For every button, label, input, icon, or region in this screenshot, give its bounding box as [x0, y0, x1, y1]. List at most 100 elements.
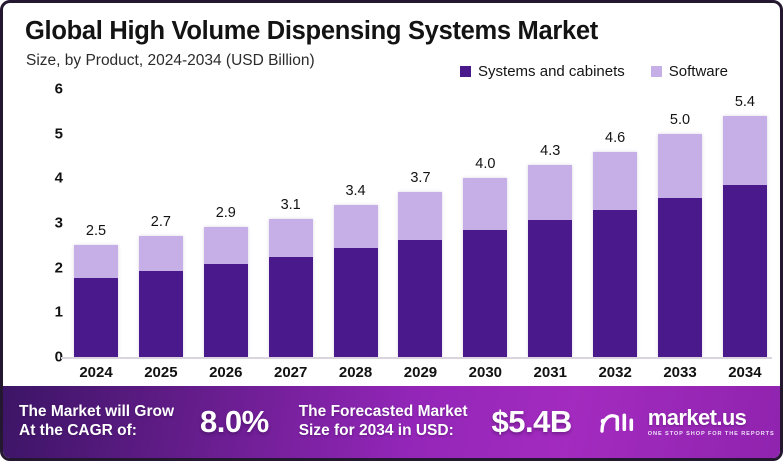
bar-total-label: 5.0 — [669, 111, 691, 128]
bar-segment-software[interactable] — [463, 178, 508, 231]
y-axis: 0 1 2 3 4 5 6 — [29, 81, 63, 366]
y-axis-tick-4: 4 — [54, 169, 63, 187]
x-axis-tick-2026: 2026 — [209, 364, 243, 381]
bar-column-2031[interactable]: 4.3 — [523, 89, 577, 357]
bar-segment-software[interactable] — [593, 151, 638, 210]
logo-name: market.us — [647, 404, 747, 430]
bar-total-label: 2.7 — [150, 214, 171, 231]
cagr-caption-line1: The Market will Grow — [19, 403, 175, 421]
bar-total-label: 3.4 — [345, 183, 366, 200]
x-axis-tick-2034: 2034 — [728, 364, 762, 381]
bar-segment-systems-and-cabinets[interactable] — [528, 220, 573, 357]
bar-total-label: 3.7 — [410, 169, 431, 186]
bar-stack[interactable] — [268, 218, 313, 357]
bar-total-label: 4.3 — [540, 142, 561, 159]
bar-segment-systems-and-cabinets[interactable] — [722, 184, 767, 357]
bar-column-2028[interactable]: 3.4 — [329, 89, 383, 357]
bar-segment-software[interactable] — [138, 236, 183, 271]
bar-segment-systems-and-cabinets[interactable] — [398, 239, 443, 357]
bar-segment-systems-and-cabinets[interactable] — [463, 230, 508, 357]
x-axis-tick-2025: 2025 — [144, 364, 178, 381]
bar-segment-systems-and-cabinets[interactable] — [593, 209, 638, 357]
page-title: Global High Volume Dispensing Systems Ma… — [25, 17, 598, 45]
bar-segment-systems-and-cabinets[interactable] — [138, 270, 183, 357]
bar-total-label: 2.9 — [215, 205, 236, 222]
bar-column-2025[interactable]: 2.7 — [134, 89, 188, 357]
bar-segment-software[interactable] — [658, 133, 703, 198]
bar-series-group: 2.5 2.7 2.9 3.1 3.4 3.7 4.0 4.3 4.6 5.0 5.4 — [69, 89, 772, 357]
bar-segment-software[interactable] — [268, 218, 313, 257]
x-axis-tick-2030: 2030 — [468, 364, 503, 381]
square-swatch-icon — [460, 66, 472, 77]
bar-stack[interactable] — [722, 115, 767, 357]
bar-segment-software[interactable] — [398, 191, 443, 240]
bar-total-label: 5.4 — [734, 93, 755, 110]
bar-segment-systems-and-cabinets[interactable] — [268, 256, 313, 357]
bar-stack[interactable] — [203, 227, 248, 357]
bar-column-2032[interactable]: 4.6 — [588, 89, 642, 357]
bar-column-2034[interactable]: 5.4 — [718, 89, 772, 357]
chart-header: Global High Volume Dispensing Systems Ma… — [3, 3, 780, 89]
x-axis-line — [61, 357, 772, 359]
bar-stack[interactable] — [398, 191, 443, 357]
bar-segment-software[interactable] — [74, 245, 118, 278]
market-us-logo[interactable]: market.us ONE STOP SHOP FOR THE REPORTS — [598, 404, 775, 438]
bar-column-2029[interactable]: 3.7 — [393, 89, 447, 357]
bar-column-2027[interactable]: 3.1 — [264, 89, 318, 357]
y-axis-tick-3: 3 — [54, 214, 63, 232]
cagr-caption-line2: At the CAGR of: — [19, 422, 137, 439]
cagr-value: 8.0% — [200, 404, 269, 439]
bar-total-label: 3.1 — [280, 196, 301, 213]
bar-column-2024[interactable]: 2.5 — [69, 89, 123, 357]
x-axis-tick-2024: 2024 — [79, 364, 113, 381]
x-axis-tick-2029: 2029 — [403, 364, 438, 381]
chart-plot-area: 0 1 2 3 4 5 6 2.5 2.7 2.9 3.1 3.4 3.7 4.0 4.3 4.6 5.0 5.… — [3, 81, 780, 389]
x-axis: 2024 2025 2026 2027 2028 2029 2030 2031 2032 2033… — [69, 364, 772, 381]
bar-stack[interactable] — [333, 205, 378, 357]
x-axis-tick-2027: 2027 — [273, 364, 308, 381]
legend-item-software[interactable]: Software — [650, 63, 728, 80]
bar-segment-systems-and-cabinets[interactable] — [74, 277, 118, 357]
y-axis-tick-6: 6 — [54, 80, 63, 98]
forecast-caption-line2: Size for 2034 in USD: — [298, 422, 454, 439]
bar-total-label: 4.0 — [475, 156, 496, 173]
chart-legend: Systems and cabinets Software — [460, 63, 728, 80]
forecast-caption: The Forecasted Market Size for 2034 in U… — [299, 403, 468, 441]
x-axis-tick-2032: 2032 — [598, 364, 632, 381]
x-axis-tick-2028: 2028 — [338, 364, 373, 381]
chart-subtitle: Size, by Product, 2024-2034 (USD Billion… — [26, 52, 315, 69]
bar-segment-software[interactable] — [722, 115, 767, 185]
square-swatch-icon — [650, 66, 662, 77]
bar-segment-software[interactable] — [528, 164, 573, 221]
legend-label: Systems and cabinets — [478, 63, 625, 80]
legend-item-systems-and-cabinets[interactable]: Systems and cabinets — [460, 63, 625, 80]
y-axis-tick-0: 0 — [54, 348, 63, 366]
bar-column-2026[interactable]: 2.9 — [199, 89, 253, 357]
forecast-caption-line1: The Forecasted Market — [298, 403, 468, 421]
cagr-caption: The Market will Grow At the CAGR of: — [19, 403, 174, 441]
forecast-value: $5.4B — [491, 404, 573, 439]
y-axis-tick-1: 1 — [54, 303, 63, 321]
bar-segment-systems-and-cabinets[interactable] — [203, 264, 248, 357]
bar-stack[interactable] — [74, 245, 118, 357]
bar-segment-systems-and-cabinets[interactable] — [658, 197, 703, 357]
legend-label: Software — [668, 63, 728, 80]
bar-total-label: 2.5 — [85, 223, 107, 240]
logo-wordmark: market.us ONE STOP SHOP FOR THE REPORTS — [647, 404, 775, 438]
bar-stack[interactable] — [593, 151, 638, 357]
x-axis-tick-2031: 2031 — [533, 364, 567, 381]
bar-segment-software[interactable] — [203, 227, 248, 265]
y-axis-tick-5: 5 — [54, 125, 63, 143]
bar-stack[interactable] — [658, 133, 703, 357]
bar-segment-software[interactable] — [333, 205, 378, 249]
y-axis-tick-2: 2 — [54, 259, 63, 277]
x-axis-tick-2033: 2033 — [663, 364, 697, 381]
bar-stack[interactable] — [463, 178, 508, 357]
bar-segment-systems-and-cabinets[interactable] — [333, 248, 378, 357]
bar-column-2030[interactable]: 4.0 — [458, 89, 512, 357]
bar-column-2033[interactable]: 5.0 — [653, 89, 707, 357]
bar-stack[interactable] — [528, 164, 573, 357]
market-us-logomark-icon — [600, 413, 633, 433]
bar-stack[interactable] — [138, 236, 183, 357]
